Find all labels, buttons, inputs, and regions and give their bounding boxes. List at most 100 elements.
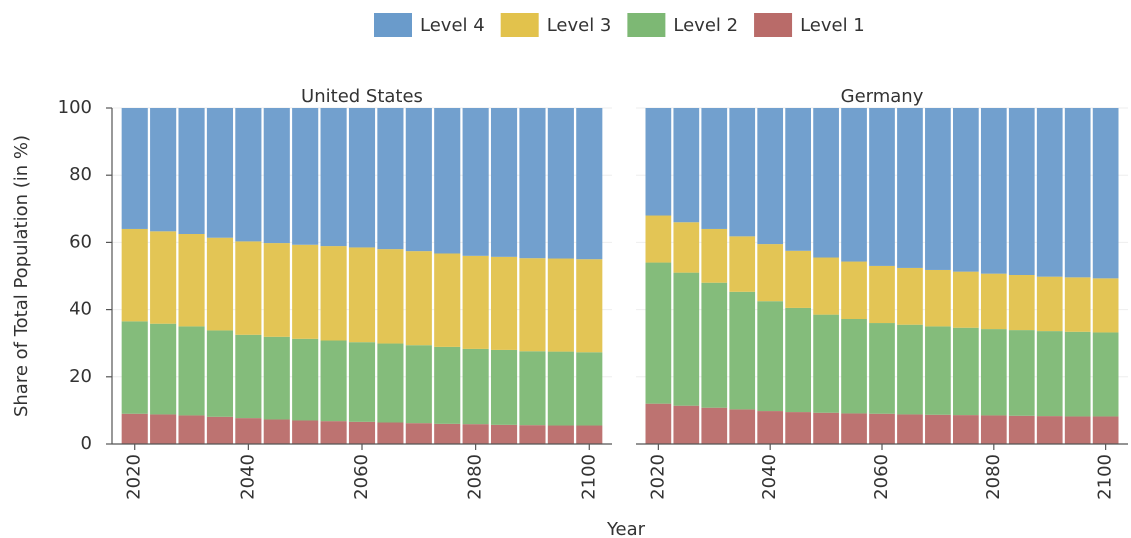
bar-segment — [292, 244, 319, 339]
bar-segment — [980, 108, 1007, 274]
legend-label: Level 2 — [673, 15, 738, 36]
legend-label: Level 3 — [547, 15, 612, 36]
bar-segment — [292, 420, 319, 444]
bar-segment — [348, 342, 376, 422]
bar-segment — [925, 108, 951, 270]
x-tick-label: 2080 — [465, 454, 486, 500]
bar-segment — [490, 108, 518, 257]
bar-segment — [813, 314, 839, 413]
bar-segment — [1092, 416, 1119, 444]
bar-segment — [377, 249, 404, 344]
bar-segment — [462, 108, 489, 256]
bar-segment — [841, 108, 867, 262]
x-tick-label: 2060 — [871, 454, 892, 500]
bar-segment — [1064, 416, 1091, 444]
bar-segment — [1008, 330, 1035, 416]
bar-segment — [729, 236, 756, 292]
bar-segment — [1036, 276, 1063, 332]
bar-segment — [405, 251, 432, 346]
bar-segment — [1092, 332, 1119, 417]
bar-segment — [320, 340, 347, 422]
bar-segment — [263, 108, 290, 244]
y-tick-label: 20 — [69, 366, 92, 387]
bar-segment — [1092, 108, 1119, 279]
bar-segment — [547, 351, 574, 426]
bar-segment — [869, 265, 895, 324]
bar-segment — [841, 261, 867, 320]
bar-segment — [925, 326, 951, 415]
bar-segment — [673, 272, 700, 406]
x-tick-label: 2020 — [647, 454, 668, 500]
bar-segment — [348, 421, 376, 444]
bar-segment — [263, 243, 290, 337]
bar-segment — [897, 414, 923, 444]
bar-segment — [263, 336, 290, 420]
x-tick-label: 2060 — [351, 454, 372, 500]
bar-segment — [897, 267, 923, 325]
x-tick-label: 2020 — [124, 454, 145, 500]
bar-segment — [206, 108, 234, 238]
bar-segment — [235, 108, 262, 242]
bar-segment — [576, 108, 603, 260]
bar-segment — [320, 246, 347, 341]
bar-segment — [1064, 277, 1091, 332]
bar-segment — [348, 108, 376, 248]
y-tick-label: 80 — [69, 164, 92, 185]
legend-swatch — [500, 13, 539, 37]
bar-segment — [462, 424, 489, 444]
bar-segment — [953, 327, 979, 416]
bar-segment — [292, 108, 319, 245]
bar-segment — [1064, 331, 1091, 417]
bar-segment — [1036, 331, 1063, 417]
bar-segment — [434, 346, 461, 424]
bar-segment — [841, 413, 867, 444]
bar-segment — [150, 414, 177, 444]
bar-segment — [490, 424, 518, 444]
legend-label: Level 1 — [800, 15, 865, 36]
legend-swatch — [374, 13, 412, 37]
bar-segment — [519, 351, 546, 426]
bar-segment — [701, 407, 728, 444]
bar-segment — [235, 418, 262, 444]
x-tick-label: 2040 — [237, 454, 258, 500]
bar-segment — [348, 247, 376, 343]
bar-segment — [673, 405, 700, 444]
bar-segment — [729, 291, 756, 410]
bar-segment — [377, 343, 404, 423]
bar-segment — [701, 282, 728, 408]
y-axis-label: Share of Total Population (in %) — [11, 135, 32, 417]
legend-label: Level 4 — [420, 15, 485, 36]
bar-segment — [576, 259, 603, 353]
bar-segment — [405, 423, 432, 444]
bar-segment — [925, 269, 951, 327]
bar-segment — [953, 271, 979, 328]
bar-segment — [645, 108, 672, 216]
bar-segment — [645, 215, 672, 263]
bar-segment — [673, 108, 700, 223]
bar-segment — [785, 108, 811, 251]
bar-segment — [576, 425, 603, 444]
bar-segment — [925, 414, 951, 444]
bar-segment — [897, 108, 923, 268]
bar-segment — [121, 321, 148, 414]
bar-segment — [813, 257, 839, 315]
legend-swatch — [627, 13, 666, 37]
bar-segment — [121, 228, 148, 322]
y-tick-label: 0 — [81, 433, 92, 454]
bar-segment — [757, 301, 784, 412]
panel-title: Germany — [841, 86, 924, 107]
bar-segment — [519, 425, 546, 444]
bar-segment — [645, 403, 672, 444]
bar-segment — [813, 412, 839, 444]
bar-segment — [263, 419, 290, 444]
bar-segment — [320, 108, 347, 247]
x-tick-label: 2100 — [1095, 454, 1116, 500]
bar-segment — [645, 262, 672, 404]
bar-segment — [206, 416, 234, 444]
bar-segment — [869, 108, 895, 266]
bar-segment — [121, 108, 148, 229]
x-tick-label: 2040 — [759, 454, 780, 500]
bar-segment — [178, 234, 205, 327]
bar-segment — [150, 231, 177, 324]
bar-segment — [980, 329, 1007, 416]
